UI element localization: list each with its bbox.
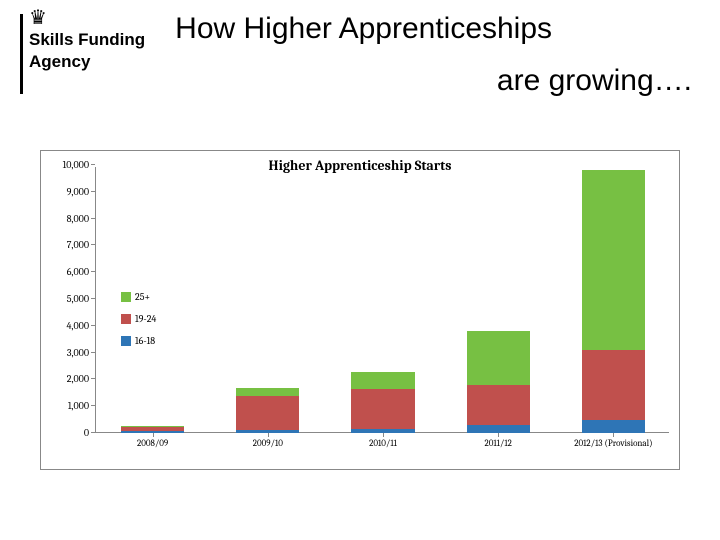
bar-segment-19-24 <box>467 385 530 425</box>
x-tick <box>613 433 614 437</box>
chart-plot-area: 01,0002,0003,0004,0005,0006,0007,0008,00… <box>95 167 669 433</box>
bar-segment-25- <box>351 372 414 388</box>
bar-segment-16-18 <box>467 425 530 433</box>
bar-segment-25- <box>121 426 184 427</box>
legend-swatch <box>121 292 131 302</box>
bar-segment-19-24 <box>351 389 414 429</box>
y-tick-mark <box>91 405 95 406</box>
slide-title: How Higher Apprenticeships are growing…. <box>145 8 700 98</box>
bar-segment-25- <box>582 170 645 350</box>
bar-segment-19-24 <box>236 396 299 430</box>
y-tick-label: 8,000 <box>47 213 89 225</box>
y-tick-mark <box>91 378 95 379</box>
y-tick-label: 1,000 <box>47 400 89 412</box>
y-tick-mark <box>91 298 95 299</box>
x-tick-label: 2008/09 <box>137 439 168 449</box>
bar-segment-25- <box>236 388 299 396</box>
bar <box>351 372 414 433</box>
bar-segment-16-18 <box>582 420 645 433</box>
y-tick-label: 6,000 <box>47 266 89 278</box>
header: ♛ Skills Funding Agency How Higher Appre… <box>0 0 720 98</box>
y-tick-mark <box>91 164 95 165</box>
y-tick-mark <box>91 271 95 272</box>
y-tick-mark <box>91 352 95 353</box>
x-tick <box>498 433 499 437</box>
y-tick-label: 10,000 <box>47 159 89 171</box>
bar-segment-19-24 <box>582 350 645 420</box>
y-tick-label: 0 <box>47 427 89 439</box>
chart-legend: 25+ 19-24 16-18 <box>121 291 156 357</box>
x-tick-label: 2010/11 <box>369 439 397 449</box>
x-tick-label: 2009/10 <box>253 439 283 449</box>
x-tick-label: 2012/13 (Provisional) <box>574 439 652 449</box>
crown-icon: ♛ <box>29 8 145 28</box>
legend-item: 19-24 <box>121 313 156 325</box>
x-tick-label: 2011/12 <box>485 439 512 449</box>
x-tick <box>383 433 384 437</box>
legend-item: 16-18 <box>121 335 156 347</box>
agency-logo: ♛ Skills Funding Agency <box>20 8 145 94</box>
y-tick-mark <box>91 325 95 326</box>
y-tick-mark <box>91 244 95 245</box>
chart-container: Higher Apprenticeship Starts 01,0002,000… <box>40 150 680 470</box>
y-tick-label: 3,000 <box>47 347 89 359</box>
title-line-2: are growing…. <box>175 64 700 98</box>
bar <box>582 170 645 433</box>
legend-swatch <box>121 336 131 346</box>
x-tick <box>153 433 154 437</box>
y-tick-label: 7,000 <box>47 239 89 251</box>
bar <box>467 331 530 433</box>
legend-label: 25+ <box>135 291 150 303</box>
bar-segment-25- <box>467 331 530 385</box>
legend-item: 25+ <box>121 291 156 303</box>
bar <box>236 388 299 433</box>
bar <box>121 426 184 433</box>
y-tick-mark <box>91 191 95 192</box>
y-tick-label: 5,000 <box>47 293 89 305</box>
agency-name-line2: Agency <box>29 52 145 72</box>
y-tick-label: 9,000 <box>47 186 89 198</box>
y-axis <box>95 167 96 433</box>
y-tick-mark <box>91 432 95 433</box>
agency-name-line1: Skills Funding <box>29 30 145 50</box>
y-tick-mark <box>91 218 95 219</box>
legend-label: 16-18 <box>135 335 155 347</box>
bar-segment-19-24 <box>121 427 184 431</box>
legend-swatch <box>121 314 131 324</box>
logo-bar <box>20 14 23 94</box>
y-tick-label: 2,000 <box>47 373 89 385</box>
legend-label: 19-24 <box>135 313 156 325</box>
x-tick <box>268 433 269 437</box>
title-line-1: How Higher Apprenticeships <box>175 12 700 46</box>
y-tick-label: 4,000 <box>47 320 89 332</box>
